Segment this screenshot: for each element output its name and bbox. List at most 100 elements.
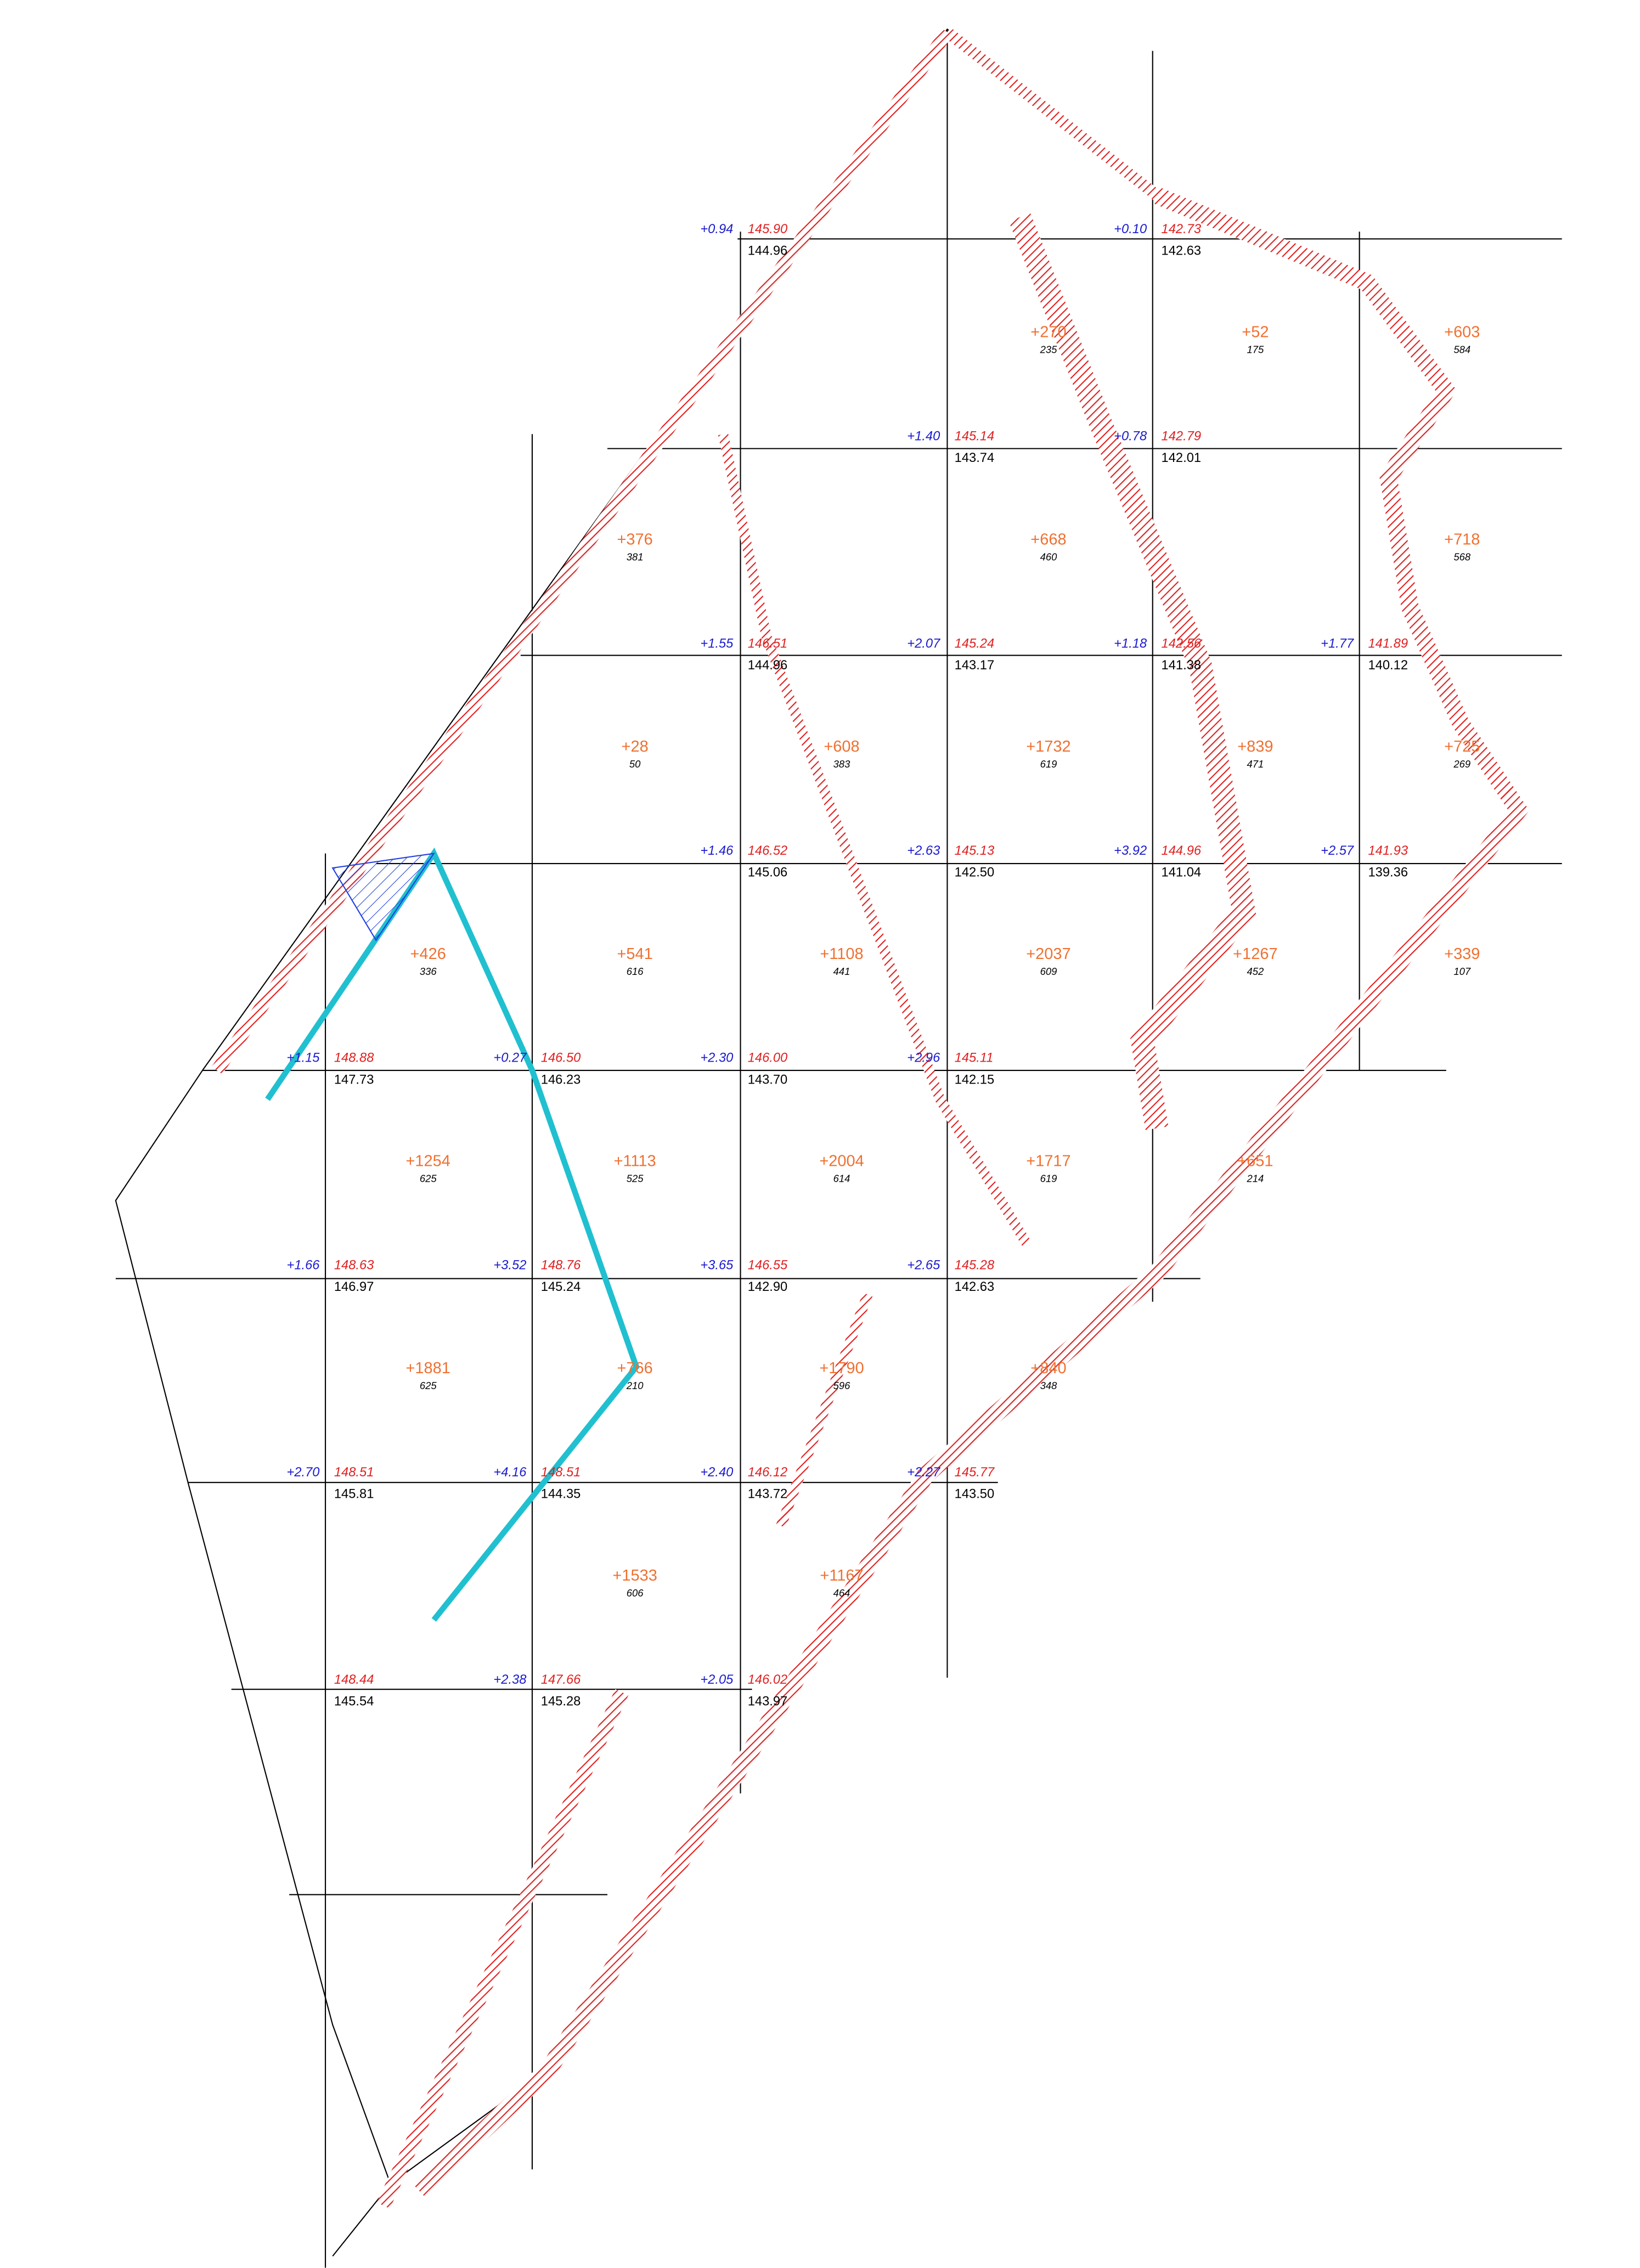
- cell-volume: +725: [1444, 738, 1480, 755]
- cell-area: 625: [420, 1173, 437, 1184]
- cell-area: 348: [1040, 1380, 1058, 1391]
- cell-area: 269: [1453, 758, 1470, 770]
- cell-area: 336: [420, 966, 437, 977]
- existing-elevation: 142.63: [955, 1280, 995, 1294]
- cut-fill-height: +3.65: [700, 1258, 734, 1272]
- design-elevation: 141.89: [1368, 636, 1408, 651]
- existing-elevation: 141.38: [1162, 658, 1202, 673]
- design-elevation: 145.77: [955, 1465, 995, 1480]
- existing-elevation: 144.35: [541, 1487, 581, 1502]
- grid-lines: [116, 29, 1562, 2267]
- cut-fill-bands: [217, 32, 1518, 2206]
- cut-fill-height: +2.96: [907, 1051, 940, 1065]
- cell-volume: +668: [1030, 531, 1066, 548]
- design-elevation: 148.44: [334, 1673, 374, 1687]
- existing-elevation: 142.01: [1162, 451, 1202, 465]
- cut-fill-height: +3.52: [493, 1258, 526, 1272]
- design-elevation: 142.79: [1162, 430, 1202, 444]
- cell-volume: +339: [1444, 945, 1480, 963]
- cell-area: 210: [626, 1380, 644, 1391]
- design-elevation: 148.76: [541, 1258, 581, 1272]
- cell-volume: +270: [1030, 324, 1066, 341]
- design-elevation: 148.88: [334, 1051, 374, 1065]
- cut-fill-height: +3.92: [1114, 844, 1147, 858]
- cell-area: 460: [1040, 551, 1058, 562]
- design-elevation: 146.52: [748, 844, 788, 858]
- existing-elevation: 145.06: [748, 866, 788, 880]
- cut-fill-height: +2.40: [700, 1465, 733, 1480]
- design-elevation: 146.50: [541, 1051, 581, 1065]
- cell-area: 584: [1453, 344, 1470, 356]
- cell-area: 619: [1040, 1173, 1057, 1184]
- cell-area: 452: [1247, 966, 1264, 977]
- cell-volume: +376: [617, 531, 652, 548]
- cut-fill-height: +0.27: [493, 1051, 527, 1065]
- cut-fill-height: +0.78: [1114, 430, 1147, 444]
- existing-elevation: 141.04: [1162, 866, 1202, 880]
- cell-area: 596: [833, 1380, 851, 1391]
- boundary: [116, 29, 1519, 2256]
- cut-fill-height: +0.94: [700, 222, 733, 236]
- existing-elevation: 142.90: [748, 1280, 788, 1294]
- cell-area: 616: [627, 966, 644, 977]
- cell-area: 471: [1247, 758, 1264, 770]
- cell-area: 175: [1247, 344, 1264, 356]
- cut-fill-height: +1.18: [1114, 636, 1147, 651]
- cell-volume: +1254: [405, 1153, 450, 1170]
- cut-fill-height: +1.55: [700, 636, 734, 651]
- cell-volume: +1533: [612, 1567, 657, 1584]
- existing-elevation: 143.72: [748, 1487, 788, 1502]
- cell-area: 50: [629, 758, 641, 770]
- design-elevation: 142.73: [1162, 222, 1202, 236]
- cut-fill-height: +2.05: [700, 1673, 734, 1687]
- design-elevation: 147.66: [541, 1673, 581, 1687]
- cell-area: 235: [1040, 344, 1058, 356]
- cell-area: 214: [1246, 1173, 1264, 1184]
- design-elevation: 146.55: [748, 1258, 788, 1272]
- cell-volume: +28: [622, 738, 649, 755]
- design-elevation: 146.12: [748, 1465, 788, 1480]
- existing-elevation: 145.54: [334, 1694, 374, 1708]
- cut-fill-height: +2.38: [493, 1673, 527, 1687]
- cut-fill-height: +1.77: [1321, 636, 1354, 651]
- existing-elevation: 146.97: [334, 1280, 374, 1294]
- cell-volume: +840: [1030, 1359, 1066, 1377]
- earthwork-plan: 145.90144.96+0.94142.73142.63+0.10145.14…: [0, 0, 1640, 2268]
- existing-elevation: 145.28: [541, 1694, 581, 1708]
- cell-volume: +52: [1242, 324, 1269, 341]
- existing-elevation: 142.15: [955, 1073, 995, 1087]
- design-elevation: 148.63: [334, 1258, 374, 1272]
- cell-volume: +1267: [1233, 945, 1277, 963]
- cell-volume: +1113: [614, 1153, 656, 1170]
- existing-elevation: 147.73: [334, 1073, 374, 1087]
- cell-volume: +541: [617, 945, 652, 963]
- existing-elevation: 143.50: [955, 1487, 995, 1502]
- existing-elevation: 144.96: [748, 244, 788, 258]
- cell-volume: +718: [1444, 531, 1480, 548]
- existing-elevation: 139.36: [1368, 866, 1408, 880]
- design-elevation: 146.51: [748, 636, 788, 651]
- cell-volume: +2037: [1026, 945, 1070, 963]
- cell-volume: +2004: [819, 1153, 864, 1170]
- cell-area: 568: [1453, 551, 1471, 562]
- cell-volume: +608: [824, 738, 859, 755]
- cell-area: 525: [627, 1173, 644, 1184]
- cut-fill-height: +2.27: [907, 1465, 940, 1480]
- cut-fill-height: +1.66: [286, 1258, 320, 1272]
- design-elevation: 141.93: [1368, 844, 1408, 858]
- existing-elevation: 143.97: [748, 1694, 788, 1708]
- existing-elevation: 142.63: [1162, 244, 1202, 258]
- design-elevation: 148.51: [541, 1465, 581, 1480]
- existing-elevation: 146.23: [541, 1073, 581, 1087]
- cut-fill-height: +2.07: [907, 636, 940, 651]
- design-elevation: 146.02: [748, 1673, 788, 1687]
- existing-elevation: 142.50: [955, 866, 995, 880]
- cell-area: 381: [627, 551, 644, 562]
- design-elevation: 148.51: [334, 1465, 374, 1480]
- cut-fill-height: +2.70: [286, 1465, 319, 1480]
- cell-area: 441: [833, 966, 850, 977]
- existing-elevation: 144.96: [748, 658, 788, 673]
- design-elevation: 146.00: [748, 1051, 788, 1065]
- page: 145.90144.96+0.94142.73142.63+0.10145.14…: [0, 0, 1640, 2268]
